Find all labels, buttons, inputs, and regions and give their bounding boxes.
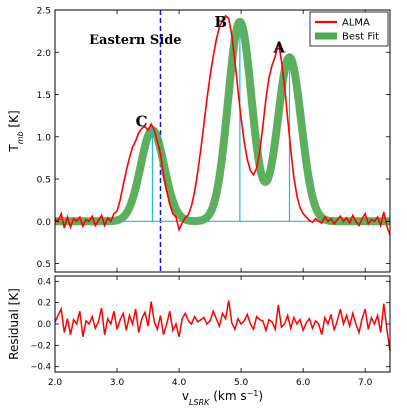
- x-axis-label: vLSRK (km s−1): [182, 389, 263, 407]
- residual-y-tick-label: −0.2: [30, 341, 51, 351]
- residual-panel: −0.4 −0.2 0.0 0.2 0.4 2.0 3.0 4.0 5.0 6.0 7.0 Res…: [7, 275, 391, 407]
- residual-y-tick-label: 0.0: [37, 320, 51, 330]
- residual-y-tick-label: 0.2: [37, 299, 51, 309]
- eastern-side-label: Eastern Side: [89, 33, 181, 48]
- legend-label-alma: ALMA: [342, 18, 370, 29]
- main-y-tick-label: 0.0: [37, 218, 52, 228]
- main-panel: 0.5 0.0 0.5 1.0 1.5 2.0 2.5 Eastern Side C B A Tm…: [7, 7, 394, 273]
- x-tick-label: 5.0: [234, 378, 249, 388]
- residual-y-axis-label: Residual [K]: [7, 288, 21, 360]
- main-y-tick-label: 2.0: [37, 49, 52, 59]
- main-y-tick-label: 0.5: [37, 260, 51, 270]
- main-y-axis-label: Tmb [K]: [7, 110, 25, 152]
- x-tick-label: 2.0: [48, 378, 63, 388]
- main-plot-frame: [54, 9, 391, 273]
- main-y-tick-label: 1.5: [37, 91, 51, 101]
- legend: ALMA Best Fit: [309, 11, 389, 47]
- residual-line: [54, 300, 391, 351]
- main-y-tick-label: 1.0: [37, 133, 52, 143]
- legend-box: [309, 11, 389, 47]
- x-tick-label: 7.0: [358, 378, 373, 388]
- residual-y-tick-label: 0.4: [37, 277, 51, 287]
- peak-label-b: B: [214, 13, 227, 31]
- main-y-tick-label: 2.5: [37, 7, 51, 17]
- residual-plot-frame: [54, 275, 391, 373]
- best-fit-line: [51, 17, 394, 226]
- peak-label-a: A: [272, 38, 285, 56]
- legend-label-best-fit: Best Fit: [342, 32, 379, 43]
- peak-label-c: C: [136, 113, 148, 131]
- main-y-tick-label: 0.5: [37, 176, 51, 186]
- alma-data-line: [54, 14, 391, 236]
- x-tick-label: 3.0: [110, 378, 125, 388]
- residual-y-tick-label: −0.4: [30, 363, 51, 373]
- x-tick-label: 4.0: [172, 378, 187, 388]
- x-tick-label: 6.0: [296, 378, 311, 388]
